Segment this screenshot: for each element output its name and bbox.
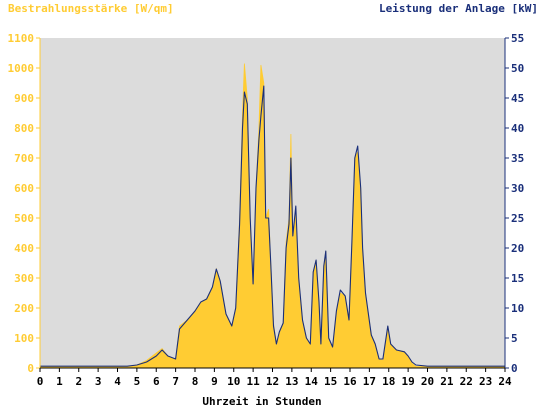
- right-tick-label: 10: [511, 302, 524, 315]
- right-tick-label: 25: [511, 212, 524, 225]
- x-tick-label: 17: [363, 375, 376, 388]
- right-tick-label: 15: [511, 272, 524, 285]
- left-tick-label: 100: [14, 332, 34, 345]
- left-tick-label: 1000: [8, 62, 35, 75]
- left-tick-label: 300: [14, 272, 34, 285]
- x-tick-label: 5: [134, 375, 141, 388]
- left-tick-label: 800: [14, 122, 34, 135]
- x-tick-label: 18: [382, 375, 395, 388]
- x-tick-label: 12: [266, 375, 279, 388]
- right-tick-label: 40: [511, 122, 524, 135]
- right-tick-label: 50: [511, 62, 524, 75]
- right-tick-label: 5: [511, 332, 518, 345]
- x-tick-label: 3: [95, 375, 102, 388]
- left-axis-title: Bestrahlungsstärke [W/qm]: [8, 2, 174, 15]
- power-line: [40, 85, 505, 367]
- left-tick-label: 600: [14, 182, 34, 195]
- x-tick-label: 0: [37, 375, 44, 388]
- x-axis-title: Uhrzeit in Stunden: [202, 395, 321, 408]
- x-tick-label: 4: [114, 375, 121, 388]
- left-tick-label: 700: [14, 152, 34, 165]
- right-axis-title: Leistung der Anlage [kW]: [379, 2, 538, 15]
- x-tick-label: 15: [324, 375, 337, 388]
- axes: [36, 37, 509, 372]
- x-tick-label: 22: [460, 375, 473, 388]
- x-tick-label: 20: [421, 375, 434, 388]
- x-tick-label: 1: [56, 375, 63, 388]
- right-tick-label: 30: [511, 182, 524, 195]
- x-tick-label: 10: [227, 375, 240, 388]
- right-tick-label: 45: [511, 92, 524, 105]
- x-tick-label: 19: [402, 375, 415, 388]
- x-tick-label: 11: [247, 375, 261, 388]
- tick-labels: 0100200300400500600700800900100011000510…: [8, 32, 525, 388]
- x-tick-label: 8: [192, 375, 199, 388]
- x-tick-label: 6: [153, 375, 160, 388]
- left-tick-label: 900: [14, 92, 34, 105]
- x-tick-label: 14: [305, 375, 319, 388]
- x-tick-label: 7: [172, 375, 179, 388]
- left-tick-label: 1100: [8, 32, 35, 45]
- x-tick-label: 24: [498, 375, 512, 388]
- left-tick-label: 200: [14, 302, 34, 315]
- x-tick-label: 13: [285, 375, 298, 388]
- left-tick-label: 400: [14, 242, 34, 255]
- right-tick-label: 35: [511, 152, 524, 165]
- x-tick-label: 21: [440, 375, 454, 388]
- left-tick-label: 0: [27, 362, 34, 375]
- x-tick-label: 9: [211, 375, 218, 388]
- left-tick-label: 500: [14, 212, 34, 225]
- right-tick-label: 0: [511, 362, 518, 375]
- right-tick-label: 55: [511, 32, 524, 45]
- power-series-layer: [40, 85, 505, 367]
- x-tick-label: 2: [75, 375, 82, 388]
- x-tick-label: 23: [479, 375, 492, 388]
- x-tick-label: 16: [343, 375, 357, 388]
- right-tick-label: 20: [511, 242, 524, 255]
